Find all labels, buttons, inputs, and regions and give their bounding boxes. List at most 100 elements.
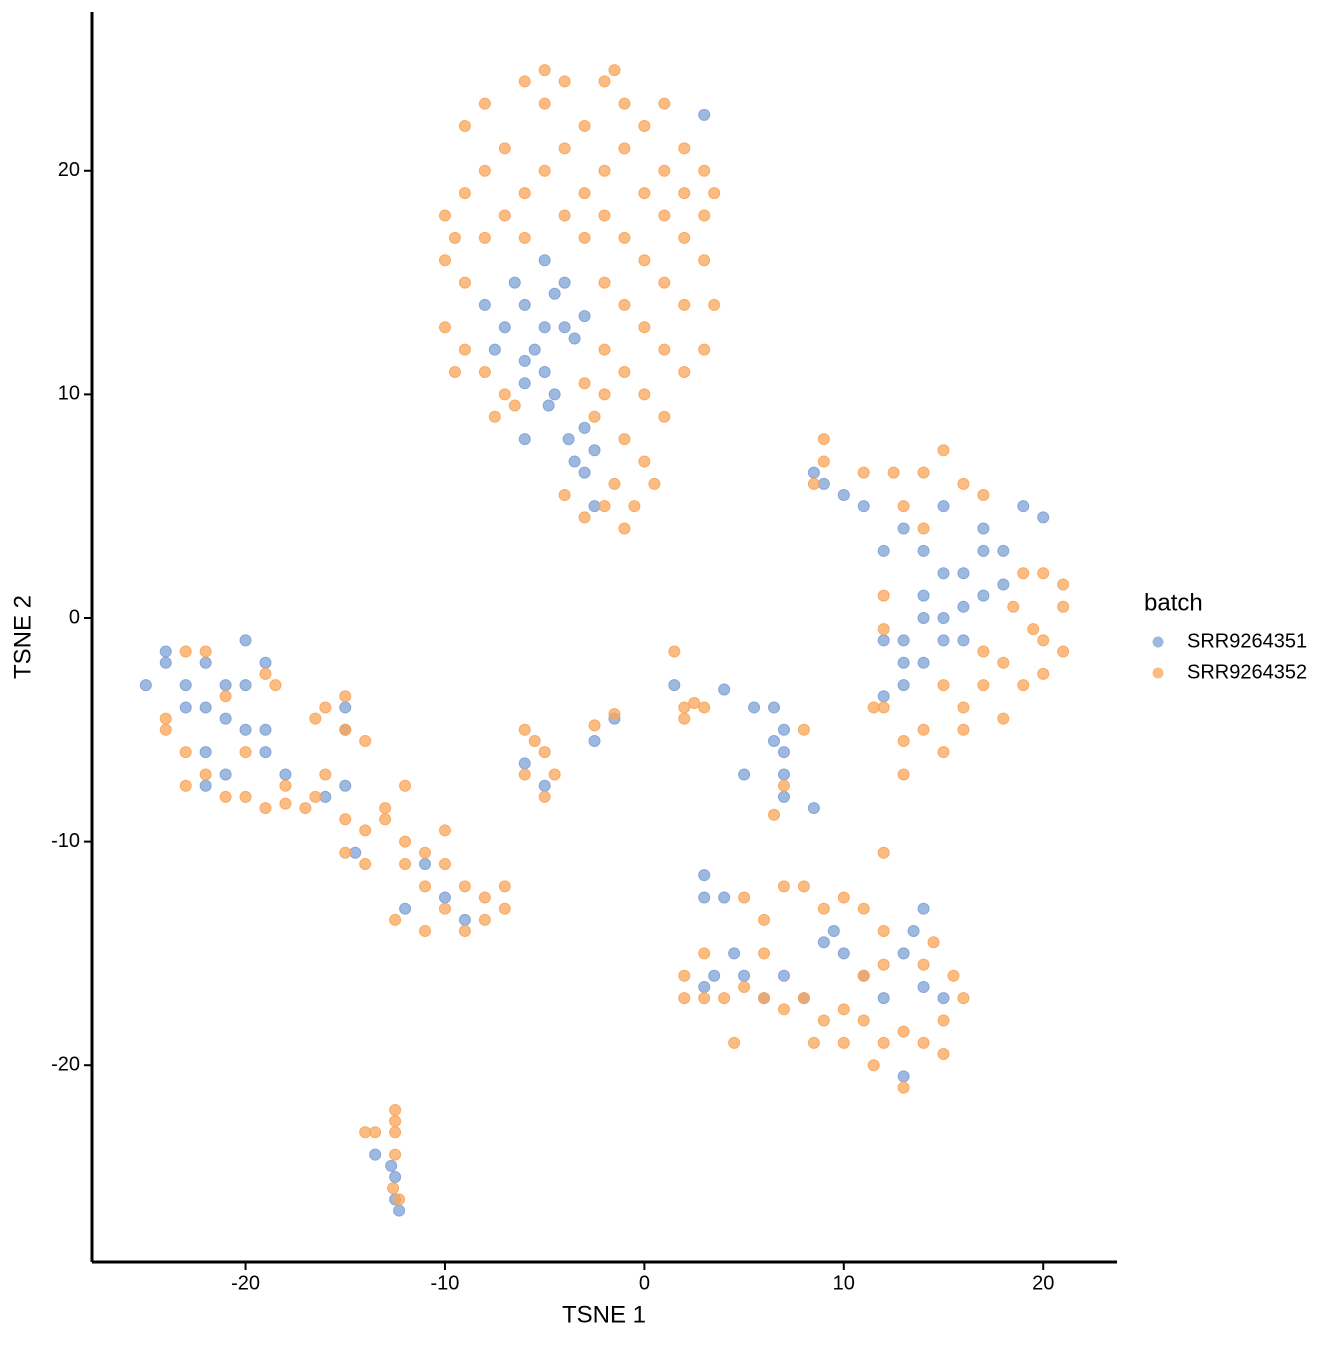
point bbox=[777, 723, 790, 736]
point bbox=[1017, 500, 1030, 513]
point bbox=[678, 366, 691, 379]
point bbox=[399, 779, 412, 792]
point bbox=[997, 712, 1010, 725]
point bbox=[548, 287, 561, 300]
point bbox=[179, 679, 192, 692]
point bbox=[538, 97, 551, 110]
point bbox=[448, 366, 461, 379]
point bbox=[917, 1036, 930, 1049]
point bbox=[568, 455, 581, 468]
point bbox=[728, 1036, 741, 1049]
point bbox=[917, 902, 930, 915]
point bbox=[738, 768, 751, 781]
point bbox=[139, 679, 152, 692]
point bbox=[578, 187, 591, 200]
point bbox=[518, 377, 531, 390]
point bbox=[877, 958, 890, 971]
x-axis-label: TSNE 1 bbox=[562, 1301, 646, 1328]
point bbox=[608, 477, 621, 490]
point bbox=[179, 779, 192, 792]
point bbox=[349, 846, 362, 859]
point bbox=[399, 835, 412, 848]
point bbox=[1017, 679, 1030, 692]
point bbox=[387, 1182, 400, 1195]
point bbox=[917, 656, 930, 669]
point bbox=[1017, 567, 1030, 580]
point bbox=[219, 768, 232, 781]
point bbox=[239, 723, 252, 736]
x-tick-label: 0 bbox=[639, 1272, 650, 1294]
point bbox=[1037, 567, 1050, 580]
point bbox=[279, 768, 292, 781]
point bbox=[718, 891, 731, 904]
point bbox=[1057, 600, 1070, 613]
point bbox=[618, 298, 631, 311]
point bbox=[369, 1126, 382, 1139]
point bbox=[817, 936, 830, 949]
point bbox=[618, 142, 631, 155]
point bbox=[528, 343, 541, 356]
point bbox=[538, 779, 551, 792]
point bbox=[538, 746, 551, 759]
point bbox=[538, 164, 551, 177]
point bbox=[578, 310, 591, 323]
point bbox=[768, 701, 781, 714]
point bbox=[538, 366, 551, 379]
legend-title: batch bbox=[1144, 589, 1203, 616]
point bbox=[438, 824, 451, 837]
x-tick-label: 20 bbox=[1032, 1272, 1054, 1294]
point bbox=[458, 120, 471, 133]
y-tick-label: -20 bbox=[51, 1054, 80, 1076]
point bbox=[319, 768, 332, 781]
point bbox=[518, 75, 531, 88]
legend-marker bbox=[1152, 667, 1164, 679]
point bbox=[807, 466, 820, 479]
point bbox=[817, 477, 830, 490]
point bbox=[199, 656, 212, 669]
point bbox=[239, 790, 252, 803]
point bbox=[458, 913, 471, 926]
point bbox=[658, 410, 671, 423]
point bbox=[817, 455, 830, 468]
point bbox=[937, 679, 950, 692]
y-axis-label: TSNE 2 bbox=[9, 595, 36, 679]
point bbox=[159, 656, 172, 669]
point bbox=[877, 634, 890, 647]
point bbox=[518, 757, 531, 770]
point bbox=[827, 925, 840, 938]
point bbox=[538, 64, 551, 77]
point bbox=[957, 477, 970, 490]
point bbox=[877, 701, 890, 714]
point bbox=[777, 768, 790, 781]
y-tick-label: 0 bbox=[69, 606, 80, 628]
point bbox=[698, 980, 711, 993]
point bbox=[638, 254, 651, 267]
point bbox=[777, 880, 790, 893]
point bbox=[478, 231, 491, 244]
point bbox=[438, 891, 451, 904]
point bbox=[598, 75, 611, 88]
point bbox=[389, 1115, 402, 1128]
point bbox=[179, 701, 192, 714]
point bbox=[438, 857, 451, 870]
point bbox=[518, 298, 531, 311]
point bbox=[458, 880, 471, 893]
point bbox=[917, 522, 930, 535]
point bbox=[618, 433, 631, 446]
point bbox=[488, 410, 501, 423]
point bbox=[498, 880, 511, 893]
point bbox=[588, 719, 601, 732]
point bbox=[558, 75, 571, 88]
point bbox=[598, 276, 611, 289]
point bbox=[239, 679, 252, 692]
point bbox=[578, 120, 591, 133]
point bbox=[678, 231, 691, 244]
point bbox=[897, 634, 910, 647]
point bbox=[528, 734, 541, 747]
point bbox=[668, 679, 681, 692]
point bbox=[877, 1036, 890, 1049]
point bbox=[538, 321, 551, 334]
point bbox=[578, 231, 591, 244]
point bbox=[897, 679, 910, 692]
point bbox=[817, 1014, 830, 1027]
